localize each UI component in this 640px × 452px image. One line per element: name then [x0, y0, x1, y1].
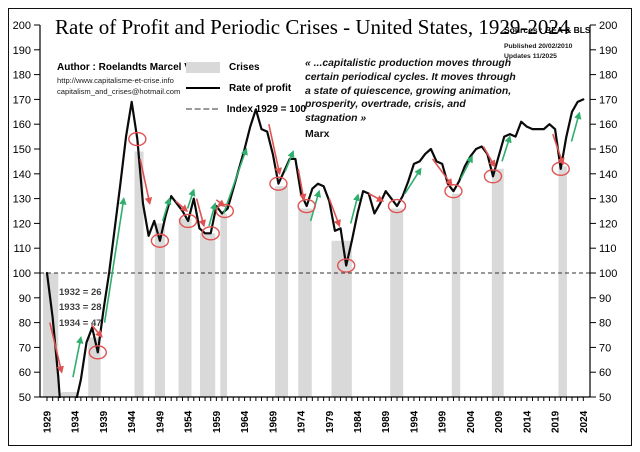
svg-text:80: 80: [599, 318, 611, 330]
svg-text:1994: 1994: [409, 410, 420, 433]
sources-note: Sources : BEA & BLS: [504, 25, 591, 35]
svg-text:160: 160: [599, 119, 617, 131]
svg-text:1929: 1929: [43, 410, 54, 433]
svg-text:1974: 1974: [297, 410, 308, 433]
svg-text:150: 150: [13, 144, 31, 156]
svg-text:180: 180: [599, 70, 617, 82]
crises-swatch: [186, 61, 220, 73]
svg-text:1939: 1939: [99, 410, 110, 433]
svg-text:170: 170: [13, 94, 31, 106]
legend-item-crises: Crises: [186, 61, 306, 73]
crisis-circles: [88, 131, 570, 360]
svg-text:90: 90: [19, 293, 31, 305]
svg-text:200: 200: [599, 20, 617, 32]
index-label: Index 1929 = 100: [226, 103, 306, 115]
sources-block: Sources : BEA & BLS Published 20/02/2010…: [504, 25, 609, 62]
svg-text:1959: 1959: [212, 410, 223, 433]
svg-text:100: 100: [13, 268, 31, 280]
svg-text:110: 110: [13, 243, 31, 255]
svg-text:130: 130: [13, 194, 31, 206]
crises-label: Crises: [229, 61, 260, 73]
annotation-line-1933: 1933 = 28: [59, 302, 102, 314]
index-dash-swatch: [186, 108, 218, 110]
svg-text:110: 110: [599, 243, 617, 255]
svg-text:50: 50: [599, 392, 611, 404]
quote-attribution: Marx: [305, 128, 330, 141]
svg-text:2004: 2004: [466, 410, 477, 433]
svg-text:1944: 1944: [127, 410, 138, 433]
x-axis-labels: 1929 1934 1939 1944 1949 1954 1959 1964 1969 1974…: [43, 397, 590, 433]
svg-text:1999: 1999: [438, 410, 449, 433]
crisis-bands: [43, 151, 567, 397]
recovery-arrows: [72, 111, 582, 378]
svg-text:1979: 1979: [325, 410, 336, 433]
svg-text:2024: 2024: [579, 410, 590, 433]
svg-text:2014: 2014: [522, 410, 533, 433]
svg-text:1964: 1964: [240, 410, 251, 433]
page-title: Rate of Profit and Periodic Crises - Uni…: [55, 15, 570, 39]
svg-text:180: 180: [13, 70, 31, 82]
annotation-line-1934: 1934 = 47: [59, 317, 102, 329]
svg-text:160: 160: [13, 119, 31, 131]
svg-text:1954: 1954: [184, 410, 195, 433]
svg-text:1969: 1969: [268, 410, 279, 433]
author-name: Author : Roelandts Marcel V2.0: [57, 62, 205, 73]
legend-item-index: Index 1929 = 100: [186, 103, 306, 115]
svg-text:140: 140: [13, 169, 31, 181]
svg-text:190: 190: [13, 45, 31, 57]
rate-label: Rate of profit: [229, 82, 292, 94]
legend: Crises Rate of profit Index 1929 = 100: [186, 61, 306, 124]
rate-line-swatch: [186, 87, 220, 89]
svg-text:60: 60: [599, 367, 611, 379]
svg-text:90: 90: [599, 293, 611, 305]
svg-text:1949: 1949: [155, 410, 166, 433]
svg-text:130: 130: [599, 194, 617, 206]
svg-text:190: 190: [599, 45, 617, 57]
author-url: http://www.capitalisme-et-crise.info: [57, 76, 174, 85]
svg-text:50: 50: [19, 392, 31, 404]
svg-text:60: 60: [19, 367, 31, 379]
updates-note: Updates 11/2025: [504, 53, 557, 61]
svg-text:120: 120: [13, 218, 31, 230]
published-note: Published 20/02/2010: [504, 43, 573, 50]
svg-text:200: 200: [13, 20, 31, 32]
annotation-line-1932: 1932 = 26: [59, 287, 102, 298]
svg-text:100: 100: [599, 268, 617, 280]
svg-text:80: 80: [19, 318, 31, 330]
y-axis-labels: 50 50 60 60 70 70 80 80 90 90 100 100 110 110 120 120 13…: [13, 20, 618, 404]
annotation-1930s: 1932 = 26 1933 = 28 1934 = 47: [59, 285, 102, 331]
legend-item-rate: Rate of profit: [186, 82, 306, 94]
svg-text:170: 170: [599, 94, 617, 106]
svg-text:150: 150: [599, 144, 617, 156]
author-block: Author : Roelandts Marcel V2.0 http://ww…: [57, 62, 217, 97]
svg-text:140: 140: [599, 169, 617, 181]
svg-text:1984: 1984: [353, 410, 364, 433]
svg-text:1934: 1934: [71, 410, 82, 433]
author-email: capitalism_and_crises@hotmail.com: [57, 87, 181, 96]
decline-arrows: [49, 124, 565, 374]
svg-text:120: 120: [599, 218, 617, 230]
svg-text:2009: 2009: [494, 410, 505, 433]
marx-quote: « ...capitalistic production moves throu…: [305, 57, 519, 142]
svg-text:1989: 1989: [381, 410, 392, 433]
svg-text:2019: 2019: [551, 410, 562, 433]
quote-text: « ...capitalistic production moves throu…: [305, 58, 516, 125]
svg-text:70: 70: [599, 342, 611, 354]
svg-text:70: 70: [19, 342, 31, 354]
frame-border: [8, 8, 632, 446]
